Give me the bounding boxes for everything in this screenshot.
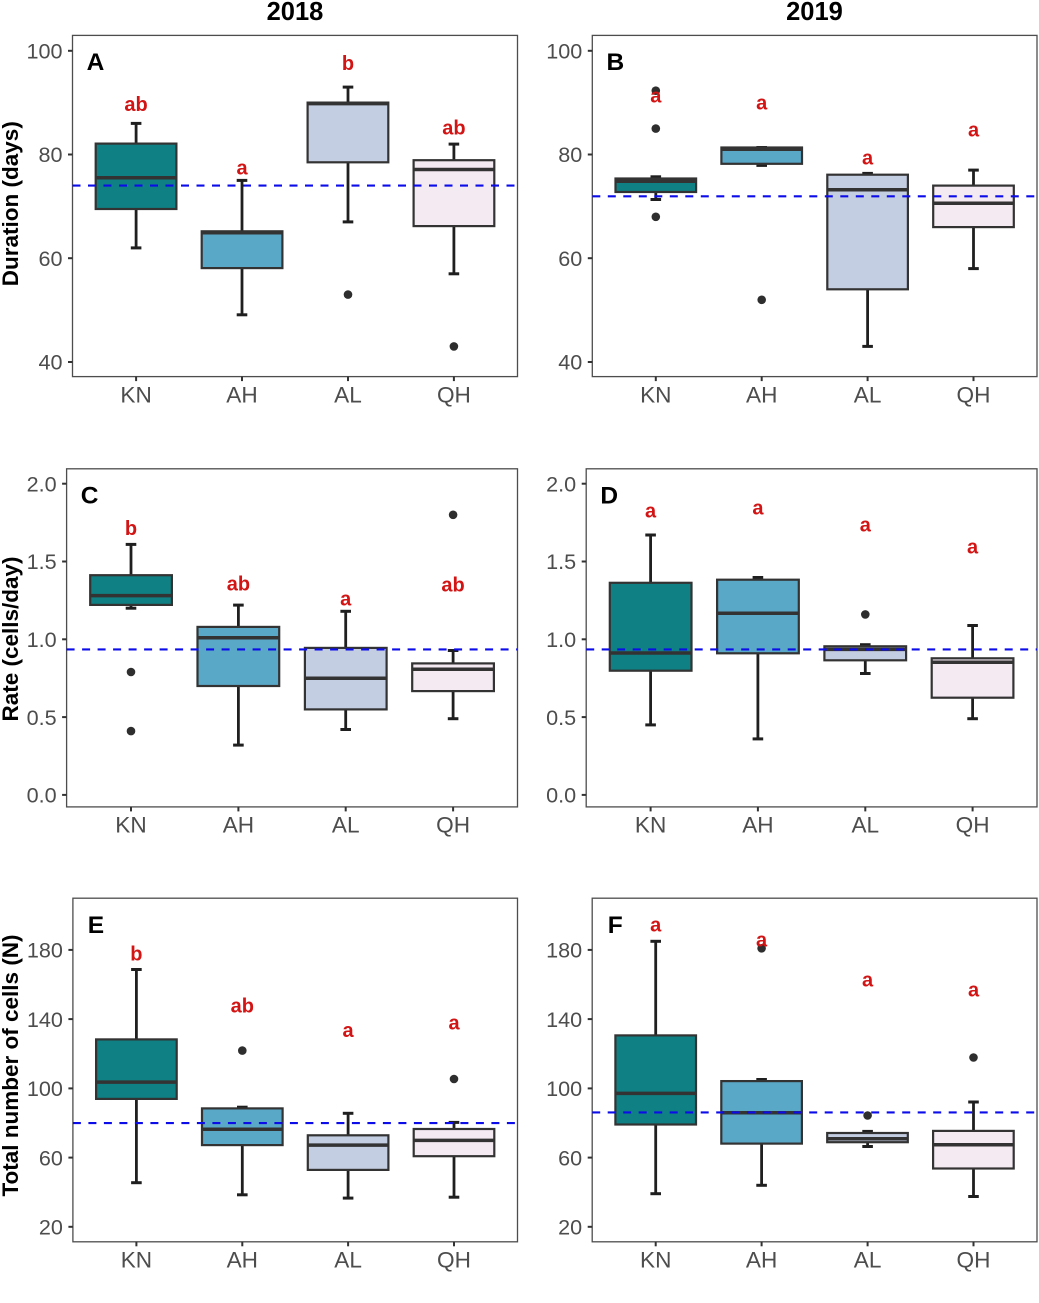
svg-text:100: 100 xyxy=(27,1076,63,1101)
svg-text:a: a xyxy=(860,515,872,537)
svg-text:0.5: 0.5 xyxy=(546,705,576,730)
svg-text:2019: 2019 xyxy=(786,0,843,26)
svg-text:b: b xyxy=(130,943,142,965)
svg-text:2.0: 2.0 xyxy=(27,471,57,496)
svg-text:Total number of cells (N): Total number of cells (N) xyxy=(0,934,23,1196)
svg-text:a: a xyxy=(752,498,764,520)
svg-text:QH: QH xyxy=(957,1248,991,1273)
svg-text:a: a xyxy=(236,158,248,180)
svg-text:ab: ab xyxy=(441,574,464,596)
svg-text:a: a xyxy=(756,93,768,115)
svg-text:AL: AL xyxy=(334,382,362,407)
svg-text:a: a xyxy=(343,1020,355,1042)
svg-text:AL: AL xyxy=(332,813,360,838)
svg-text:140: 140 xyxy=(546,1007,582,1032)
svg-text:D: D xyxy=(600,483,618,510)
svg-text:b: b xyxy=(342,53,354,75)
svg-text:a: a xyxy=(862,970,874,992)
svg-text:ab: ab xyxy=(124,94,147,116)
svg-text:ab: ab xyxy=(227,573,250,595)
svg-text:0.0: 0.0 xyxy=(27,783,57,808)
svg-text:AH: AH xyxy=(742,813,773,838)
svg-text:1.5: 1.5 xyxy=(546,549,576,574)
svg-text:80: 80 xyxy=(38,142,62,167)
svg-text:ab: ab xyxy=(442,117,465,139)
svg-text:60: 60 xyxy=(558,246,582,271)
svg-text:40: 40 xyxy=(558,350,582,375)
svg-text:a: a xyxy=(967,537,979,559)
svg-text:100: 100 xyxy=(546,1076,582,1101)
svg-text:180: 180 xyxy=(546,938,582,963)
svg-text:AL: AL xyxy=(851,813,879,838)
svg-text:60: 60 xyxy=(39,1145,63,1170)
svg-text:AH: AH xyxy=(223,813,254,838)
svg-text:QH: QH xyxy=(436,813,470,838)
svg-text:AL: AL xyxy=(854,1248,882,1273)
svg-text:KN: KN xyxy=(120,382,151,407)
svg-text:AL: AL xyxy=(854,382,882,407)
svg-text:1.0: 1.0 xyxy=(546,627,576,652)
svg-text:Duration (days): Duration (days) xyxy=(0,121,23,286)
svg-text:1.0: 1.0 xyxy=(27,627,57,652)
svg-text:a: a xyxy=(650,915,662,937)
svg-text:AL: AL xyxy=(334,1248,362,1273)
svg-text:AH: AH xyxy=(227,1248,258,1273)
svg-text:0.0: 0.0 xyxy=(546,783,576,808)
svg-text:Rate (cells/day): Rate (cells/day) xyxy=(0,556,23,721)
svg-text:100: 100 xyxy=(546,39,582,64)
svg-text:B: B xyxy=(606,49,624,76)
svg-text:C: C xyxy=(81,483,99,510)
svg-text:QH: QH xyxy=(437,1248,471,1273)
svg-text:KN: KN xyxy=(635,813,666,838)
svg-text:60: 60 xyxy=(38,246,62,271)
svg-text:KN: KN xyxy=(115,813,146,838)
svg-text:a: a xyxy=(340,589,352,611)
svg-text:a: a xyxy=(645,501,657,523)
svg-text:AH: AH xyxy=(226,382,257,407)
svg-text:0.5: 0.5 xyxy=(27,705,57,730)
svg-text:b: b xyxy=(125,518,137,540)
svg-text:a: a xyxy=(448,1013,460,1035)
svg-text:a: a xyxy=(862,148,874,170)
svg-text:a: a xyxy=(968,980,980,1002)
svg-text:140: 140 xyxy=(27,1007,63,1032)
svg-text:E: E xyxy=(88,912,104,939)
svg-text:QH: QH xyxy=(956,813,990,838)
svg-text:60: 60 xyxy=(558,1145,582,1170)
svg-text:100: 100 xyxy=(26,39,62,64)
svg-text:KN: KN xyxy=(640,382,671,407)
svg-text:AH: AH xyxy=(746,382,777,407)
svg-text:a: a xyxy=(650,86,662,108)
svg-text:a: a xyxy=(756,930,768,952)
svg-text:40: 40 xyxy=(38,350,62,375)
svg-text:a: a xyxy=(968,120,980,142)
svg-text:2.0: 2.0 xyxy=(546,471,576,496)
svg-text:80: 80 xyxy=(558,142,582,167)
svg-text:20: 20 xyxy=(39,1215,63,1240)
svg-text:ab: ab xyxy=(231,995,254,1017)
svg-text:KN: KN xyxy=(121,1248,152,1273)
svg-text:F: F xyxy=(608,912,623,939)
svg-text:2018: 2018 xyxy=(267,0,324,26)
svg-text:KN: KN xyxy=(640,1248,671,1273)
svg-text:AH: AH xyxy=(746,1248,777,1273)
svg-text:20: 20 xyxy=(558,1215,582,1240)
svg-text:1.5: 1.5 xyxy=(27,549,57,574)
svg-text:A: A xyxy=(87,49,105,76)
svg-text:QH: QH xyxy=(957,382,991,407)
svg-text:QH: QH xyxy=(437,382,471,407)
svg-text:180: 180 xyxy=(27,938,63,963)
